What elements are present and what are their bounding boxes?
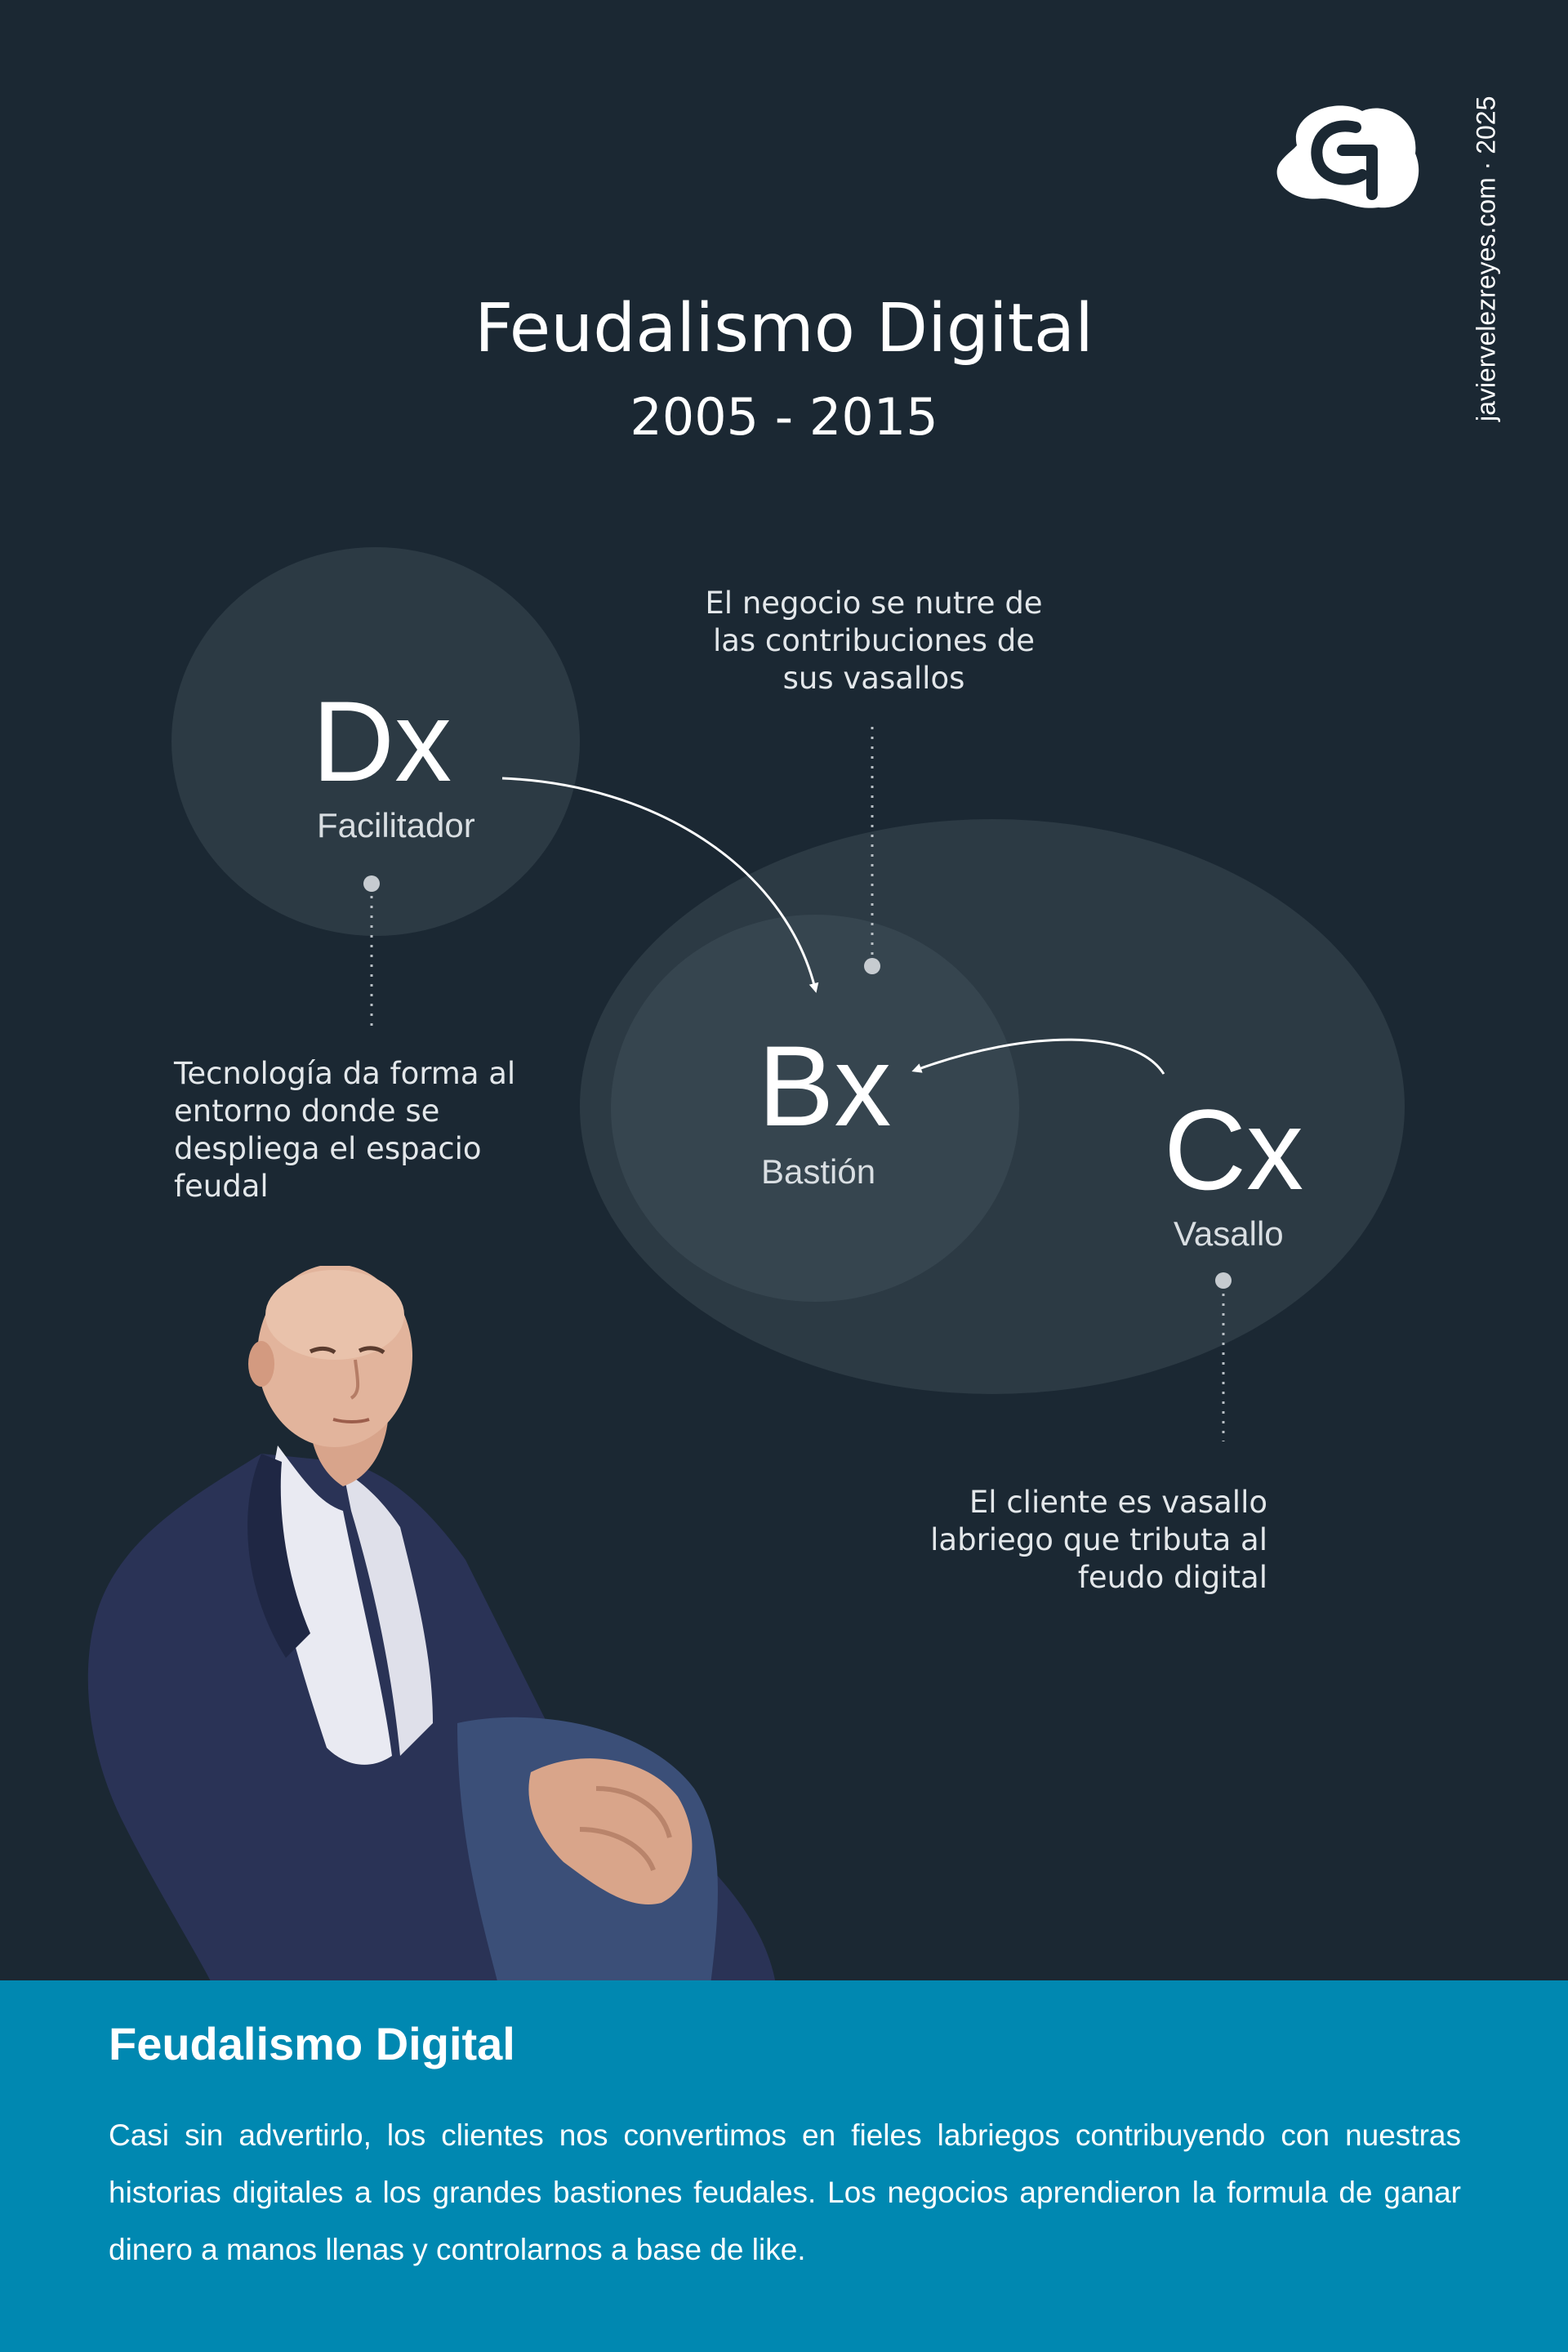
page-subtitle: 2005 - 2015 — [630, 387, 938, 447]
facilitator-symbol: Dx — [312, 677, 452, 805]
page-title: Feudalismo Digital — [474, 290, 1094, 368]
technology-note: Tecnología da forma al entorno donde se … — [174, 1056, 516, 1204]
client-dot — [1215, 1272, 1232, 1289]
bastion-symbol: Bx — [758, 1022, 892, 1150]
facilitator-role: Facilitador — [317, 806, 475, 844]
facilitator-to-bastion-arrow — [501, 777, 819, 993]
footer-description: Casi sin advertirlo, los clientes nos co… — [109, 2118, 1461, 2266]
footer-title: Feudalismo Digital — [109, 2018, 515, 2069]
business-dot — [864, 958, 880, 974]
bastion-role: Bastión — [761, 1152, 876, 1191]
bastion-circle — [611, 915, 1019, 1302]
cg-cloud-logo-icon — [1276, 105, 1419, 208]
author-photo — [87, 1266, 777, 1984]
vassal-to-bastion-arrow — [911, 1038, 1165, 1075]
technology-dot — [363, 875, 380, 892]
feudalism-diagram — [172, 547, 1405, 1441]
vassal-symbol: Cx — [1164, 1085, 1304, 1214]
vassal-role: Vasallo — [1174, 1214, 1284, 1253]
facilitator-circle — [172, 547, 580, 936]
business-note: El negocio se nutre de las contribucione… — [705, 586, 1043, 696]
client-note: El cliente es vasallo labriego que tribu… — [930, 1485, 1267, 1595]
footer-panel — [0, 1980, 1568, 2352]
